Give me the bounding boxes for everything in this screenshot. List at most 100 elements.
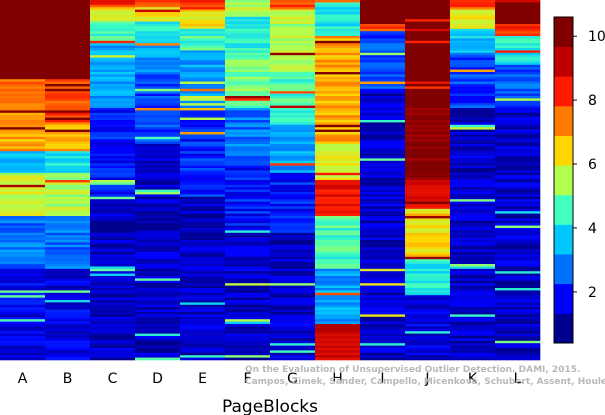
heatmap-cell bbox=[45, 33, 91, 37]
heatmap-cell bbox=[360, 316, 406, 320]
heatmap-cell bbox=[315, 336, 361, 339]
heatmap-cell bbox=[495, 355, 541, 358]
heatmap-cell bbox=[135, 264, 181, 267]
heatmap-cell bbox=[450, 300, 496, 303]
heatmap-cell bbox=[180, 86, 226, 90]
heatmap-cell bbox=[45, 240, 91, 243]
heatmap-cell bbox=[360, 324, 406, 327]
heatmap-cell bbox=[495, 343, 541, 346]
heatmap-cell bbox=[315, 319, 361, 322]
heatmap-cell bbox=[405, 309, 451, 313]
heatmap-cell bbox=[45, 48, 91, 51]
heatmap-cell bbox=[405, 9, 451, 13]
heatmap-cell bbox=[90, 254, 136, 258]
heatmap-cell bbox=[450, 324, 496, 327]
heatmap-cell bbox=[450, 33, 496, 37]
heatmap-cell bbox=[360, 328, 406, 332]
heatmap-cell bbox=[180, 357, 226, 361]
heatmap-cell bbox=[405, 304, 451, 308]
heatmap-cell bbox=[495, 307, 541, 310]
heatmap-cell bbox=[405, 244, 451, 248]
heatmap-cell bbox=[90, 290, 136, 294]
heatmap-cell bbox=[450, 180, 496, 183]
heatmap-cell bbox=[180, 50, 226, 54]
heatmap-cell bbox=[0, 14, 46, 18]
heatmap-cell bbox=[495, 146, 541, 150]
heatmap-cell bbox=[315, 88, 361, 92]
heatmap-cell bbox=[315, 43, 361, 46]
x-tick-label-J: J bbox=[424, 371, 429, 387]
heatmap-cell bbox=[135, 278, 181, 282]
heatmap-cell bbox=[45, 100, 91, 104]
heatmap-cell bbox=[315, 352, 361, 356]
heatmap-cell bbox=[90, 110, 136, 114]
heatmap-cell bbox=[135, 249, 181, 253]
heatmap-cell bbox=[360, 26, 406, 30]
heatmap-cell bbox=[405, 28, 451, 32]
heatmap-cell bbox=[270, 216, 316, 219]
heatmap-cell bbox=[405, 115, 451, 118]
heatmap-cell bbox=[225, 201, 271, 205]
heatmap-cell bbox=[0, 165, 46, 169]
heatmap-cell bbox=[135, 319, 181, 322]
heatmap-cell bbox=[270, 297, 316, 301]
heatmap-cell bbox=[135, 165, 181, 169]
heatmap-cell bbox=[225, 216, 271, 219]
heatmap-cell bbox=[360, 266, 406, 270]
heatmap-cell bbox=[495, 352, 541, 356]
heatmap-cell bbox=[180, 235, 226, 238]
heatmap-cell bbox=[495, 326, 541, 330]
heatmap-cell bbox=[45, 278, 91, 282]
heatmap-cell bbox=[315, 278, 361, 282]
heatmap-cell bbox=[315, 163, 361, 166]
heatmap-cell bbox=[0, 177, 46, 181]
heatmap-cell bbox=[135, 355, 181, 358]
heatmap-cell bbox=[0, 309, 46, 313]
heatmap-cell bbox=[225, 204, 271, 207]
heatmap-cell bbox=[495, 153, 541, 157]
heatmap-cell bbox=[450, 259, 496, 262]
heatmap-cell bbox=[225, 333, 271, 337]
heatmap-cell bbox=[450, 208, 496, 212]
heatmap-cell bbox=[450, 115, 496, 118]
heatmap-cell bbox=[405, 266, 451, 270]
heatmap-cell bbox=[90, 199, 136, 202]
heatmap-cell bbox=[135, 48, 181, 51]
heatmap-cell bbox=[90, 336, 136, 339]
heatmap-cell bbox=[315, 160, 361, 164]
heatmap-cell bbox=[270, 283, 316, 286]
heatmap-cell bbox=[90, 88, 136, 92]
heatmap-cell bbox=[180, 40, 226, 44]
heatmap-cell bbox=[45, 172, 91, 176]
heatmap-cell bbox=[180, 343, 226, 346]
heatmap-cell bbox=[225, 180, 271, 183]
heatmap-cell bbox=[495, 328, 541, 332]
heatmap-cell bbox=[495, 338, 541, 342]
heatmap-cell bbox=[360, 338, 406, 342]
heatmap-cell bbox=[315, 69, 361, 73]
heatmap-cell bbox=[450, 81, 496, 85]
heatmap-cell bbox=[270, 324, 316, 327]
heatmap-cell bbox=[405, 105, 451, 109]
heatmap-cell bbox=[405, 156, 451, 159]
heatmap-cell bbox=[495, 74, 541, 78]
heatmap-cell bbox=[405, 201, 451, 205]
heatmap-cell bbox=[360, 345, 406, 349]
heatmap-cell bbox=[495, 172, 541, 176]
heatmap-cell bbox=[135, 295, 181, 298]
heatmap-cell bbox=[45, 326, 91, 330]
heatmap-cell bbox=[360, 232, 406, 236]
heatmap-cell bbox=[270, 331, 316, 334]
heatmap-cell bbox=[135, 244, 181, 248]
heatmap-cell bbox=[135, 336, 181, 339]
heatmap-cell bbox=[45, 247, 91, 250]
heatmap-cell bbox=[45, 223, 91, 226]
heatmap-cell bbox=[225, 163, 271, 166]
heatmap-cell bbox=[0, 64, 46, 68]
heatmap-cell bbox=[180, 331, 226, 334]
heatmap-cell bbox=[315, 74, 361, 78]
heatmap-cell bbox=[360, 86, 406, 90]
heatmap-cell bbox=[450, 36, 496, 39]
heatmap-cell bbox=[360, 235, 406, 238]
heatmap-cell bbox=[270, 206, 316, 210]
